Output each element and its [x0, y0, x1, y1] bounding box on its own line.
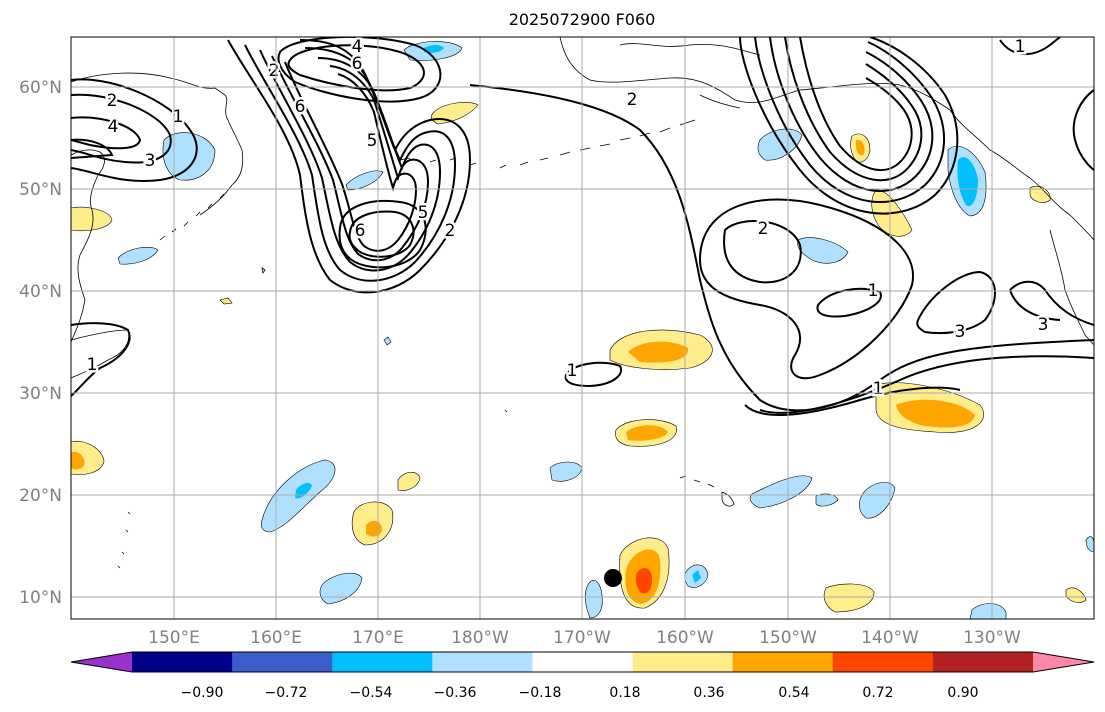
colorbar-tick-label: −0.90 [181, 685, 224, 701]
positive-strong [635, 568, 652, 594]
contour-label: 2 [627, 90, 638, 110]
negative-core [424, 45, 444, 53]
colorbar-segment [432, 652, 533, 672]
positive-core [366, 520, 382, 537]
negative-core [692, 570, 701, 583]
contour-label: 2 [758, 219, 769, 239]
positive-core [896, 399, 975, 428]
negative-region [1085, 536, 1094, 553]
colorbar [70, 651, 1095, 673]
colorbar-tick-label: −0.72 [265, 685, 308, 701]
lon-label: 160°W [656, 628, 714, 648]
contour-label: 6 [355, 221, 366, 241]
colorbar-segment [832, 652, 934, 672]
positive-region [71, 206, 113, 231]
colorbar-segment [932, 652, 1034, 672]
contour-label: 5 [418, 203, 429, 223]
contour-label: 6 [352, 54, 363, 74]
colorbar-segment [232, 652, 333, 672]
colorbar-tick-label: 0.36 [693, 685, 724, 701]
negative-region [969, 603, 1007, 619]
colorbar-segment [732, 652, 834, 672]
negative-region [162, 132, 216, 181]
colorbar-segment [132, 652, 233, 672]
shaded-regions [71, 41, 1094, 619]
positive-core [856, 139, 865, 156]
colorbar-tick-label: −0.36 [434, 685, 477, 701]
negative-region [859, 482, 896, 519]
colorbar-outline [70, 651, 1095, 673]
contour-label: 2 [445, 221, 456, 241]
positive-region [1065, 587, 1087, 603]
negative-region [383, 336, 392, 346]
gridlines [71, 37, 1094, 619]
contour-label: 1 [873, 379, 884, 399]
positive-region [219, 297, 233, 305]
lon-label: 150°E [148, 628, 200, 648]
contour-label: 3 [145, 151, 156, 171]
negative-region [815, 493, 839, 507]
lon-label: 170°W [553, 628, 611, 648]
colorbar-tick-label: 0.72 [862, 685, 893, 701]
contour-label: 3 [955, 322, 966, 342]
colorbar-tick-label: 0.90 [947, 685, 978, 701]
colorbar-tick-label: −0.18 [519, 685, 562, 701]
lon-label: 180°W [451, 628, 509, 648]
coastlines [71, 37, 1094, 569]
negative-core [957, 157, 978, 207]
negative-region [117, 246, 159, 265]
contour-label: 2 [269, 61, 280, 81]
lon-label: 130°W [963, 628, 1021, 648]
contour-label: 4 [352, 37, 363, 57]
positive-core [71, 451, 85, 470]
longitude-labels: 150°E 160°E 170°E 180°W 170°W 160°W 150°… [148, 628, 1021, 648]
colorbar-tick-labels: −0.90 −0.72 −0.54 −0.36 −0.18 0.18 0.36 … [181, 685, 979, 701]
contour-label: 6 [295, 97, 306, 117]
lat-label: 40°N [19, 282, 62, 302]
contour-label: 1 [87, 355, 98, 375]
colorbar-tick-label: −0.54 [350, 685, 393, 701]
lat-label: 20°N [19, 486, 62, 506]
lat-label: 30°N [19, 384, 62, 404]
negative-region [584, 580, 603, 619]
lat-label: 10°N [19, 588, 62, 608]
contour-label: 5 [367, 131, 378, 151]
contour-label: 2 [107, 91, 118, 111]
lon-label: 160°E [250, 628, 302, 648]
colorbar-tick-label: 0.18 [609, 685, 640, 701]
contour-label: 1 [567, 361, 578, 381]
colorbar-segment [632, 652, 734, 672]
contour-label: 1 [1015, 37, 1026, 57]
positive-core [626, 425, 668, 441]
contour-label: 4 [108, 117, 119, 137]
lon-label: 170°E [352, 628, 404, 648]
colorbar-tick-label: 0.54 [778, 685, 809, 701]
colorbar-extend-low [71, 652, 132, 672]
lat-label: 60°N [19, 78, 62, 98]
positive-core [628, 341, 689, 363]
map-title: 2025072900 F060 [509, 10, 656, 29]
lon-label: 150°W [759, 628, 817, 648]
positive-region [823, 583, 875, 613]
colorbar-segment [332, 652, 433, 672]
contour-label: 3 [1038, 315, 1049, 335]
latitude-labels: 60°N 50°N 40°N 30°N 20°N 10°N [19, 78, 62, 608]
colorbar-extend-high [1033, 652, 1094, 672]
lon-label: 140°W [861, 628, 919, 648]
negative-region [319, 572, 363, 605]
positive-region [397, 471, 421, 491]
colorbar-segment [532, 652, 634, 672]
storm-position-dot [604, 569, 622, 587]
lat-label: 50°N [19, 180, 62, 200]
contours [71, 37, 1094, 416]
plot-area: 4 6 2 4 3 1 5 2 6 5 2 6 2 1 3 3 1 1 1 2 [70, 36, 1095, 620]
